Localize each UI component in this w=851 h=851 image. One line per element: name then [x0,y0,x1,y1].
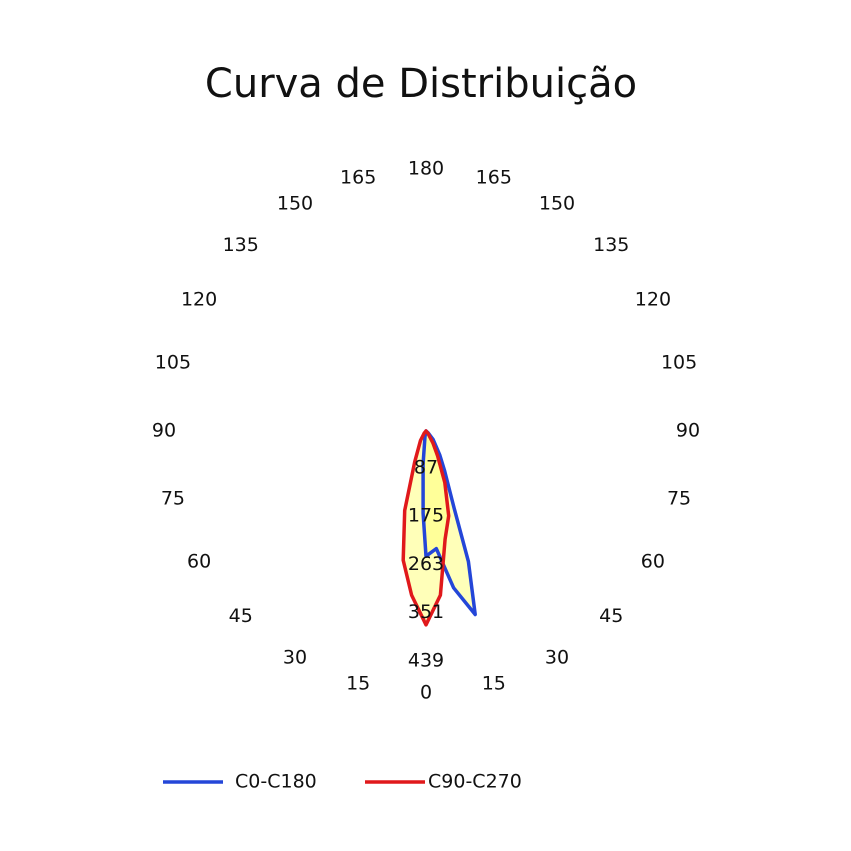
curves [401,429,477,627]
r-tick-label: 351 [408,601,444,623]
chart-title: Curva de Distribuição [205,61,637,107]
labels: 0 15 15 30 30 45 45 60 60 75 75 90 90 105 105 120 120 135… [152,158,700,704]
angle-label: 90 [152,420,176,442]
r-tick-label: 175 [408,505,444,527]
legend: C0-C180 C90-C270 [163,771,522,793]
angle-label: 30 [545,646,569,668]
angle-label: 30 [283,646,307,668]
angle-label: 60 [641,551,665,573]
angle-label: 135 [593,234,629,256]
angle-label: 180 [408,158,444,180]
angle-label: 15 [482,673,506,695]
area-fill [403,431,449,625]
angle-label: 135 [223,234,259,256]
angle-label: 90 [676,420,700,442]
r-tick-label: 263 [408,553,444,575]
angle-label: 105 [661,352,697,374]
r-tick-label: 87 [414,456,438,478]
series-line [401,429,451,627]
angle-label: 45 [229,605,253,627]
angle-label: 165 [340,166,376,188]
angle-label: 0 [420,682,432,704]
r-tick-label: 439 [408,650,444,672]
angle-label: 60 [187,551,211,573]
angle-label: 120 [181,289,217,311]
angle-label: 120 [635,289,671,311]
angle-label: 45 [599,605,623,627]
angle-label: 150 [539,193,575,215]
angle-label: 165 [476,166,512,188]
angle-label: 75 [667,487,691,509]
angle-label: 15 [346,673,370,695]
angle-label: 150 [277,193,313,215]
legend-label: C90-C270 [428,771,522,793]
angle-label: 105 [155,352,191,374]
angle-label: 75 [161,487,185,509]
legend-label: C0-C180 [235,771,317,793]
